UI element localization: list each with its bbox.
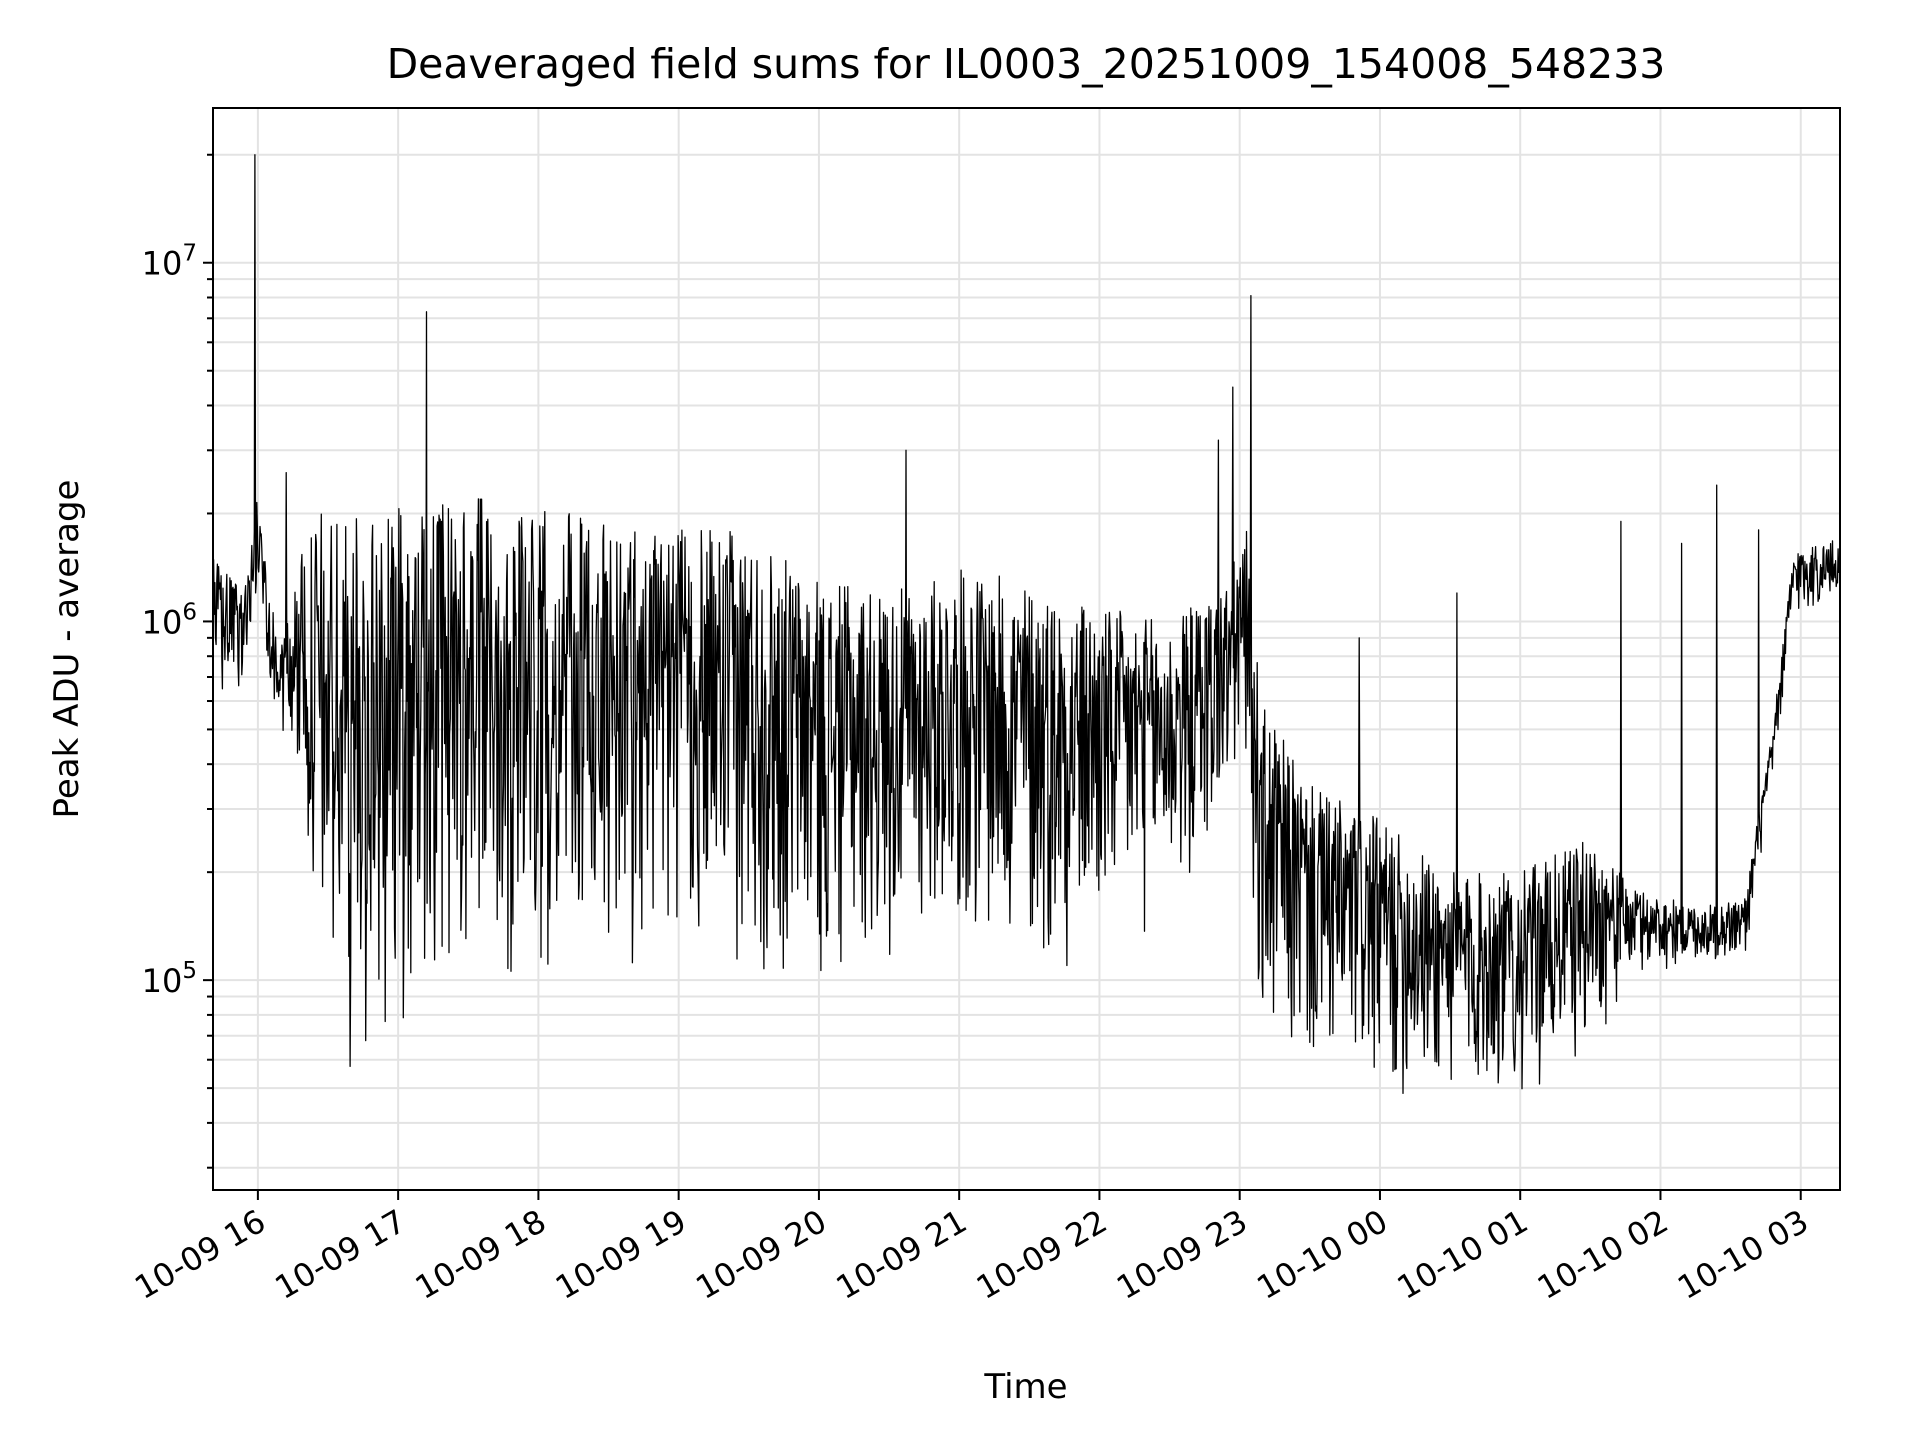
y-tick-label: 106 [142, 599, 197, 641]
plot-frame [212, 107, 1841, 1191]
x-axis-label: Time [983, 1367, 1067, 1407]
chart-title: Deaveraged field sums for IL0003_2025100… [387, 40, 1666, 88]
y-axis-label: Peak ADU - average [47, 480, 87, 819]
y-tick-label: 107 [142, 241, 197, 283]
series-line [212, 154, 1841, 1095]
y-tick-label: 105 [142, 958, 197, 1000]
data-series [212, 154, 1841, 1095]
